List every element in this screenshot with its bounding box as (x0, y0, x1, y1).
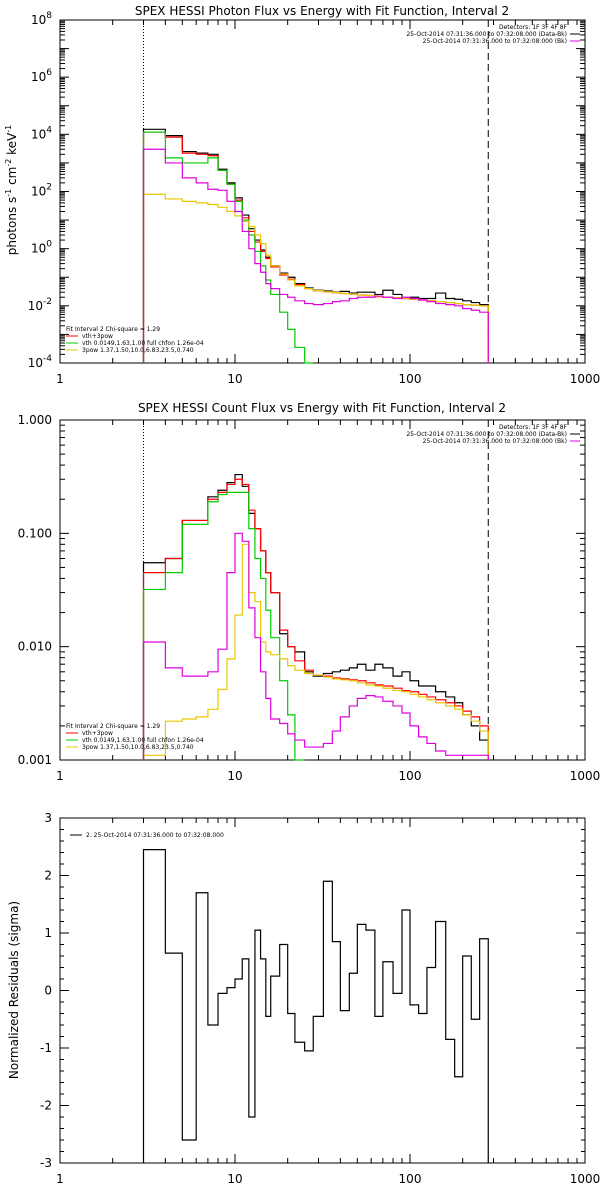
series-residuals (142, 849, 489, 1163)
x-tick-label: 100 (399, 769, 422, 783)
series-3pow (142, 543, 489, 760)
y-tick-label: 0.100 (18, 526, 52, 540)
series-bk (142, 532, 489, 760)
x-tick-label: 1000 (570, 372, 600, 386)
legend-bottom-entry: Fit Interval 2 Chi-square = 1.29 (66, 326, 160, 333)
residuals-panel: Normalized Residuals (sigma) 1 10 100 1000-… (7, 811, 600, 1186)
legend-top-entry: 25-Oct-2014 07:31:36.000 to 07:32:08.000… (406, 431, 567, 438)
x-tick-label: 1 (56, 372, 64, 386)
photon-flux-y-label: photons s-1 cm-2 keV-1 (4, 125, 19, 256)
legend-top-entry: 25-Oct-2014 07:31:36.000 to 07:32:08.000… (423, 438, 567, 445)
legend-bottom-entry: vth 0.0149,1.63,1.00 full chfon 1.26e-04 (82, 340, 204, 347)
count-flux-title: SPEX HESSI Count Flux vs Energy with Fit… (138, 401, 506, 415)
x-tick-label: 1000 (570, 769, 600, 783)
x-tick-label: 10 (227, 1172, 242, 1186)
y-tick-label: 100 (31, 240, 52, 256)
y-tick-label: 106 (31, 68, 52, 84)
y-tick-label: 3 (44, 811, 52, 825)
x-tick-label: 1 (56, 769, 64, 783)
legend-top-entry: 25-Oct-2014 07:31:36.000 to 07:32:08.000… (423, 38, 567, 45)
y-tick-label: -1 (40, 1041, 52, 1055)
x-tick-label: 100 (399, 1172, 422, 1186)
x-tick-label: 10 (227, 372, 242, 386)
series-vth-3pow (142, 131, 489, 363)
legend-top-entry: Detectors: 1F 3F 4F 8F (499, 24, 568, 31)
x-tick-label: 1000 (570, 1172, 600, 1186)
residuals-y-label: Normalized Residuals (sigma) (7, 901, 21, 1079)
series-vth (142, 131, 314, 364)
legend-bottom-entry: Fit Interval 2 Chi-square = 1.29 (66, 723, 160, 730)
y-tick-label: 10-2 (28, 297, 52, 313)
y-tick-label: 1.000 (18, 413, 52, 427)
x-tick-label: 100 (399, 372, 422, 386)
svg-text:photons s-1 cm-2 keV-1: photons s-1 cm-2 keV-1 (4, 125, 19, 256)
series-bk (142, 148, 489, 363)
series-3pow (142, 193, 489, 363)
photon-flux-plot-area (59, 19, 586, 364)
legend-bottom-entry: vth+3pow (82, 333, 113, 340)
series-data (142, 128, 489, 363)
residual-legend-entry: 2. 25-Oct-2014 07:31:36.000 to 07:32:08.… (86, 832, 224, 839)
count-flux-plot-area (59, 419, 586, 761)
y-tick-label: 1 (44, 926, 52, 940)
y-tick-label: 10-4 (28, 354, 53, 370)
residuals-plot-area (59, 817, 586, 1164)
x-tick-label: 1 (56, 1172, 64, 1186)
legend-bottom-entry: vth 0.0149,1.63,1.00 full chfon 1.26e-04 (82, 737, 204, 744)
y-tick-label: -3 (40, 1156, 52, 1170)
y-tick-label: -2 (40, 1099, 52, 1113)
legend-bottom-entry: 3pow 1.37,1.50,10.0,6.83,23.5,0.740 (82, 347, 194, 354)
legend-top-entry: 25-Oct-2014 07:31:36.000 to 07:32:08.000… (406, 31, 567, 38)
y-tick-label: 0.010 (18, 640, 52, 654)
y-tick-label: 108 (31, 11, 52, 27)
y-tick-label: 2 (44, 869, 52, 883)
legend-top-entry: Detectors: 1F 3F 4F 8F (499, 424, 568, 431)
series-data (142, 473, 489, 760)
y-tick-label: 0 (44, 984, 52, 998)
legend-bottom-entry: 3pow 1.37,1.50,10.0,6.83,23.5,0.740 (82, 744, 194, 751)
series-vth-3pow (142, 478, 489, 760)
photon-flux-title: SPEX HESSI Photon Flux vs Energy with Fi… (135, 4, 509, 18)
svg-text:Normalized Residuals (sigma): Normalized Residuals (sigma) (7, 901, 21, 1079)
series-vth (142, 491, 305, 761)
y-tick-label: 104 (31, 125, 52, 141)
count-flux-panel: SPEX HESSI Count Flux vs Energy with Fit… (18, 401, 600, 783)
y-tick-label: 0.001 (18, 753, 52, 767)
photon-flux-panel: SPEX HESSI Photon Flux vs Energy with Fi… (4, 4, 600, 386)
x-tick-label: 10 (227, 769, 242, 783)
legend-bottom-entry: vth+3pow (82, 730, 113, 737)
y-tick-label: 102 (31, 183, 52, 199)
